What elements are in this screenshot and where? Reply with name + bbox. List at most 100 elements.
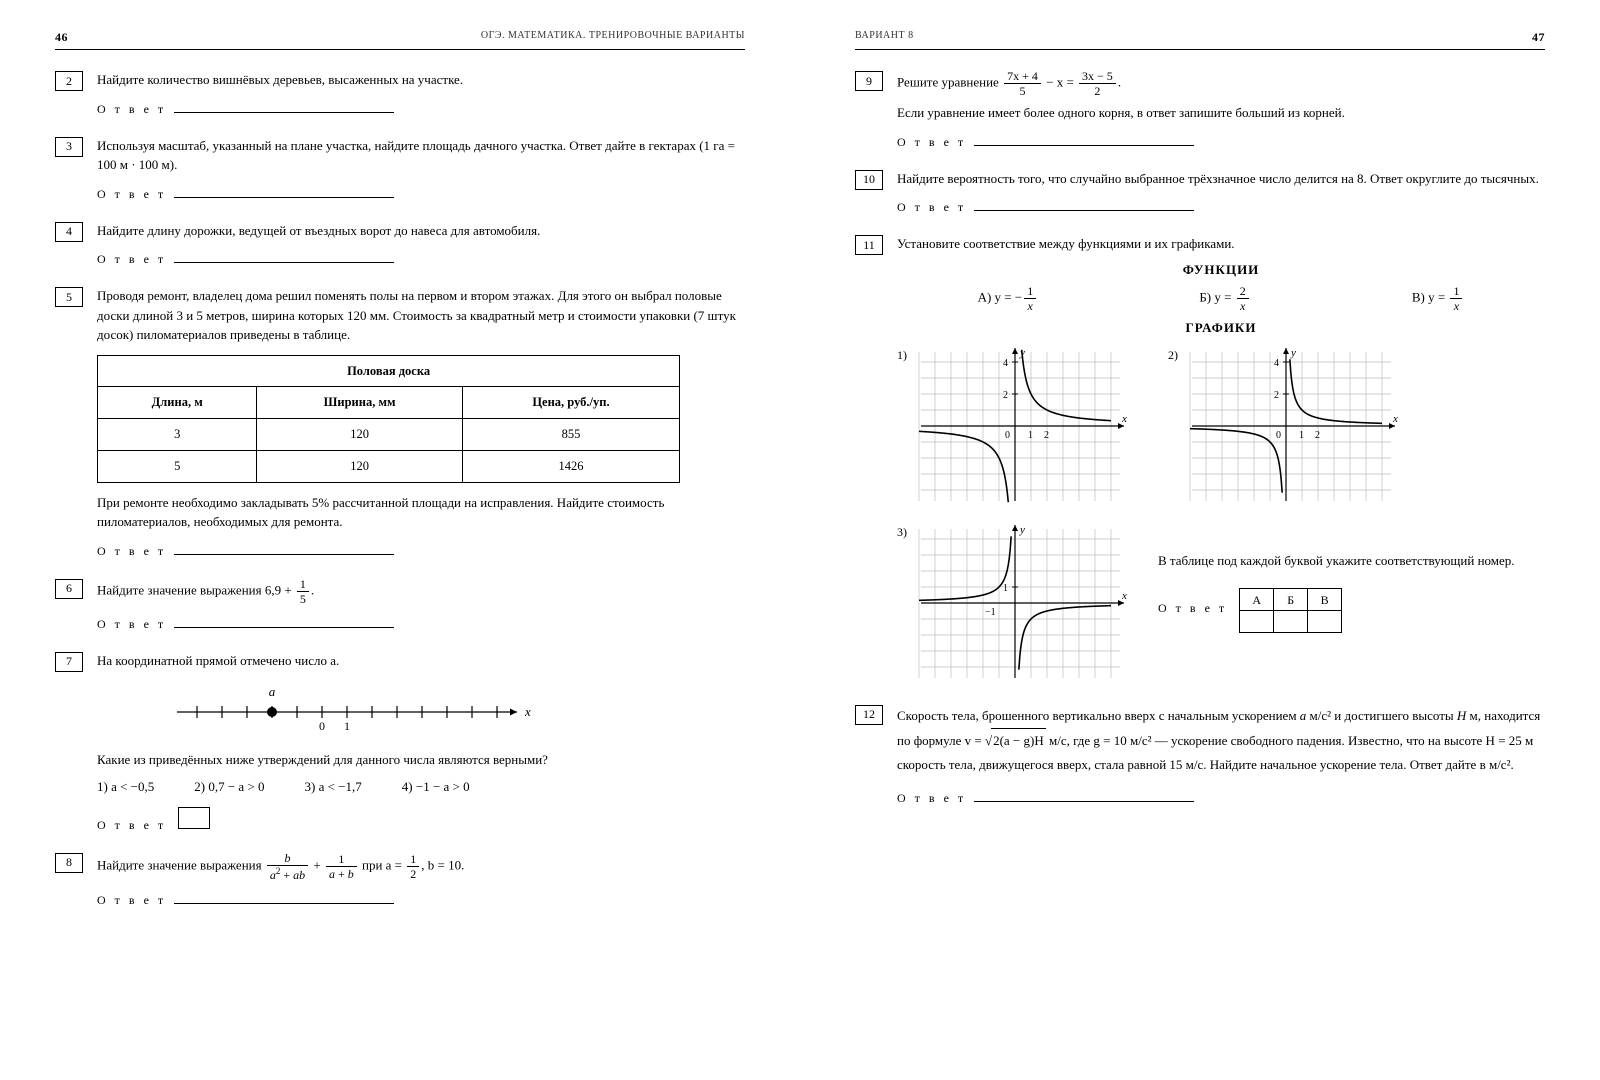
text2: Если уравнение имеет более одного корня,… [897, 103, 1545, 123]
func-b: Б) y = 2x [1199, 285, 1250, 312]
problem-5: 5 Проводя ремонт, владелец дома решил по… [55, 286, 745, 560]
problem-text: Найдите длину дорожки, ведущей от въездн… [97, 223, 540, 238]
svg-text:1: 1 [1003, 583, 1008, 594]
cell: 1426 [462, 450, 679, 482]
svg-text:1: 1 [344, 719, 350, 733]
svg-text:−1: −1 [985, 607, 996, 618]
problem-number: 11 [855, 235, 883, 255]
problem-text: Найдите вероятность того, что случайно в… [897, 171, 1539, 186]
problem-body: Найдите значение выражения ba2 + ab + 1a… [97, 852, 745, 909]
problem-number: 10 [855, 170, 883, 190]
answer-blank[interactable] [974, 134, 1194, 146]
graph-3: 3) xy−11 [897, 521, 1128, 686]
board-table: Половая доска Длина, м Ширина, мм Цена, … [97, 355, 680, 483]
expr-pre: Найдите значение выражения 6,9 + [97, 582, 292, 597]
problem-number: 5 [55, 287, 83, 307]
table-title: Половая доска [98, 355, 680, 387]
fraction: 3x − 52 [1079, 70, 1116, 97]
answer-line: О т в е т [97, 100, 745, 118]
problem-body: Скорость тела, брошенного вертикально вв… [897, 704, 1545, 809]
answer-blank[interactable] [174, 101, 394, 113]
opt: 2) 0,7 − a > 0 [194, 777, 264, 797]
svg-text:2: 2 [1274, 390, 1279, 401]
problem-text: Найдите количество вишнёвых деревьев, вы… [97, 72, 463, 87]
problem-body: Проводя ремонт, владелец дома решил поме… [97, 286, 745, 560]
problem-text: Установите соответствие между функциями … [897, 236, 1235, 251]
problem-text-2: При ремонте необходимо закладывать 5% ра… [97, 495, 664, 530]
answer-label: О т в е т [97, 185, 166, 203]
problem-6: 6 Найдите значение выражения 6,9 + 1 5 .… [55, 578, 745, 633]
svg-text:0: 0 [1005, 430, 1010, 441]
expr-pre: Найдите значение выражения [97, 857, 265, 872]
answer-line: О т в е т [897, 787, 1545, 809]
cell: 5 [98, 450, 257, 482]
problem-9: 9 Решите уравнение 7x + 45 − x = 3x − 52… [855, 70, 1545, 151]
problem-number: 2 [55, 71, 83, 91]
svg-text:y: y [1290, 347, 1296, 359]
answer-label: О т в е т [1158, 599, 1227, 617]
svg-text:2: 2 [1003, 390, 1008, 401]
svg-text:2: 2 [1315, 430, 1320, 441]
problem-body: На координатной прямой отмечено число a. [97, 651, 745, 834]
problem-3: 3 Используя масштаб, указанный на плане … [55, 136, 745, 203]
problem-8: 8 Найдите значение выражения ba2 + ab + … [55, 852, 745, 909]
svg-text:x: x [1392, 413, 1398, 425]
mid: − x = [1046, 74, 1077, 89]
svg-text:y: y [1019, 524, 1025, 536]
problem-number: 8 [55, 853, 83, 873]
svg-text:0: 0 [319, 719, 325, 733]
fraction: 1a + b [326, 853, 357, 880]
svg-text:4: 4 [1003, 358, 1008, 369]
expr-post: . [311, 582, 314, 597]
answer-label: О т в е т [97, 891, 166, 909]
svg-text:0: 0 [1276, 430, 1281, 441]
answer-line: О т в е т [97, 185, 745, 203]
cell: 120 [257, 450, 462, 482]
problem-text: Проводя ремонт, владелец дома решил поме… [97, 288, 736, 342]
header-title: ВАРИАНТ 8 [855, 30, 914, 45]
number-line-svg: a 0 1 x [167, 682, 537, 738]
answer-blank[interactable] [174, 186, 394, 198]
opt: 4) −1 − a > 0 [402, 777, 470, 797]
func-c: В) y = 1x [1412, 285, 1465, 312]
problem-12: 12 Скорость тела, брошенного вертикально… [855, 704, 1545, 809]
problem-number: 3 [55, 137, 83, 157]
number-line: a 0 1 x [167, 682, 745, 744]
page-47: ВАРИАНТ 8 47 9 Решите уравнение 7x + 45 … [800, 0, 1600, 1080]
answer-label: О т в е т [97, 250, 166, 268]
problem-number: 12 [855, 705, 883, 725]
answer-box[interactable] [178, 807, 210, 829]
answer-blank[interactable] [174, 543, 394, 555]
answer-blank[interactable] [174, 616, 394, 628]
answer-blank[interactable] [174, 251, 394, 263]
answer-blank[interactable] [974, 199, 1194, 211]
opt: 1) a < −0,5 [97, 777, 154, 797]
page-header-right: ВАРИАНТ 8 47 [855, 30, 1545, 50]
col-head: Цена, руб./уп. [462, 387, 679, 419]
svg-text:4: 4 [1274, 358, 1279, 369]
answer-blank[interactable] [174, 892, 394, 904]
problem-number: 9 [855, 71, 883, 91]
problem-text: На координатной прямой отмечено число a. [97, 653, 339, 668]
graphs-heading: ГРАФИКИ [897, 318, 1545, 338]
answer-label: О т в е т [897, 198, 966, 216]
problem-11: 11 Установите соответствие между функция… [855, 234, 1545, 686]
answer-label: О т в е т [97, 615, 166, 633]
answer-blank[interactable] [974, 790, 1194, 802]
fraction: ba2 + ab [267, 852, 308, 881]
fraction: 12 [407, 853, 419, 880]
problem-number: 7 [55, 652, 83, 672]
opt: 3) a < −1,7 [305, 777, 362, 797]
problem-4: 4 Найдите длину дорожки, ведущей от въез… [55, 221, 745, 269]
problem-body: Найдите длину дорожки, ведущей от въездн… [97, 221, 745, 269]
graph-1: 1) xy01224 [897, 344, 1128, 509]
answer-label: О т в е т [897, 133, 966, 151]
problem-body: Найдите вероятность того, что случайно в… [897, 169, 1545, 217]
problem-body: Найдите количество вишнёвых деревьев, вы… [97, 70, 745, 118]
problem-number: 6 [55, 579, 83, 599]
answer-table: А Б В [1239, 588, 1342, 633]
fraction: 7x + 45 [1004, 70, 1041, 97]
problem-body: Установите соответствие между функциями … [897, 234, 1545, 686]
expr-post: , b = 10. [421, 857, 464, 872]
page-number: 46 [55, 30, 68, 45]
